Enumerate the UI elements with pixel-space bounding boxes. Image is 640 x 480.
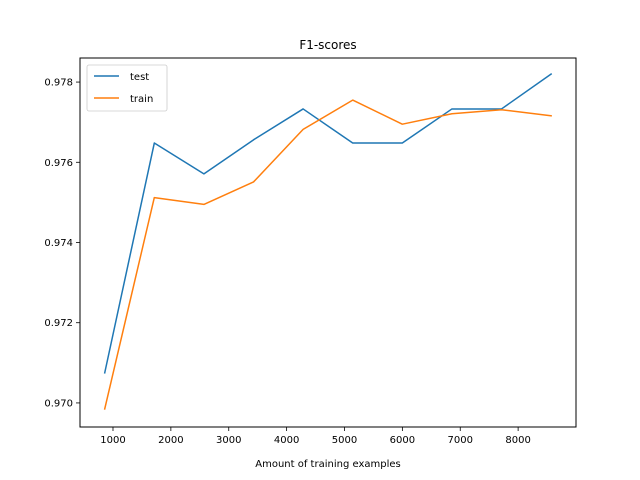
legend: test train — [86, 64, 168, 112]
x-axis-label: Amount of training examples — [255, 459, 400, 470]
legend-label-test: test — [130, 72, 149, 83]
x-tick-label: 6000 — [390, 435, 415, 446]
y-tick-label: 0.976 — [44, 158, 73, 169]
plot-area — [103, 72, 553, 410]
x-tick-label: 7000 — [448, 435, 473, 446]
x-tick-label: 5000 — [332, 435, 357, 446]
axis-ticks: 1000 2000 3000 4000 5000 6000 7000 8000 0.970 0.9… — [44, 78, 530, 446]
y-tick-label: 0.972 — [44, 318, 73, 329]
chart-title: F1-scores — [299, 38, 356, 52]
x-tick-label: 4000 — [274, 435, 299, 446]
x-tick-label: 3000 — [216, 435, 241, 446]
x-tick-label: 1000 — [100, 435, 125, 446]
x-tick-label: 2000 — [158, 435, 183, 446]
y-tick-label: 0.978 — [44, 78, 73, 89]
axes-frame — [79, 57, 577, 428]
legend-box — [86, 64, 168, 112]
series-line-train — [103, 99, 552, 410]
series-line-test — [103, 72, 553, 374]
x-tick-label: 8000 — [505, 435, 530, 446]
y-tick-label: 0.970 — [44, 398, 73, 409]
y-tick-label: 0.974 — [44, 238, 73, 249]
legend-label-train: train — [130, 94, 153, 105]
